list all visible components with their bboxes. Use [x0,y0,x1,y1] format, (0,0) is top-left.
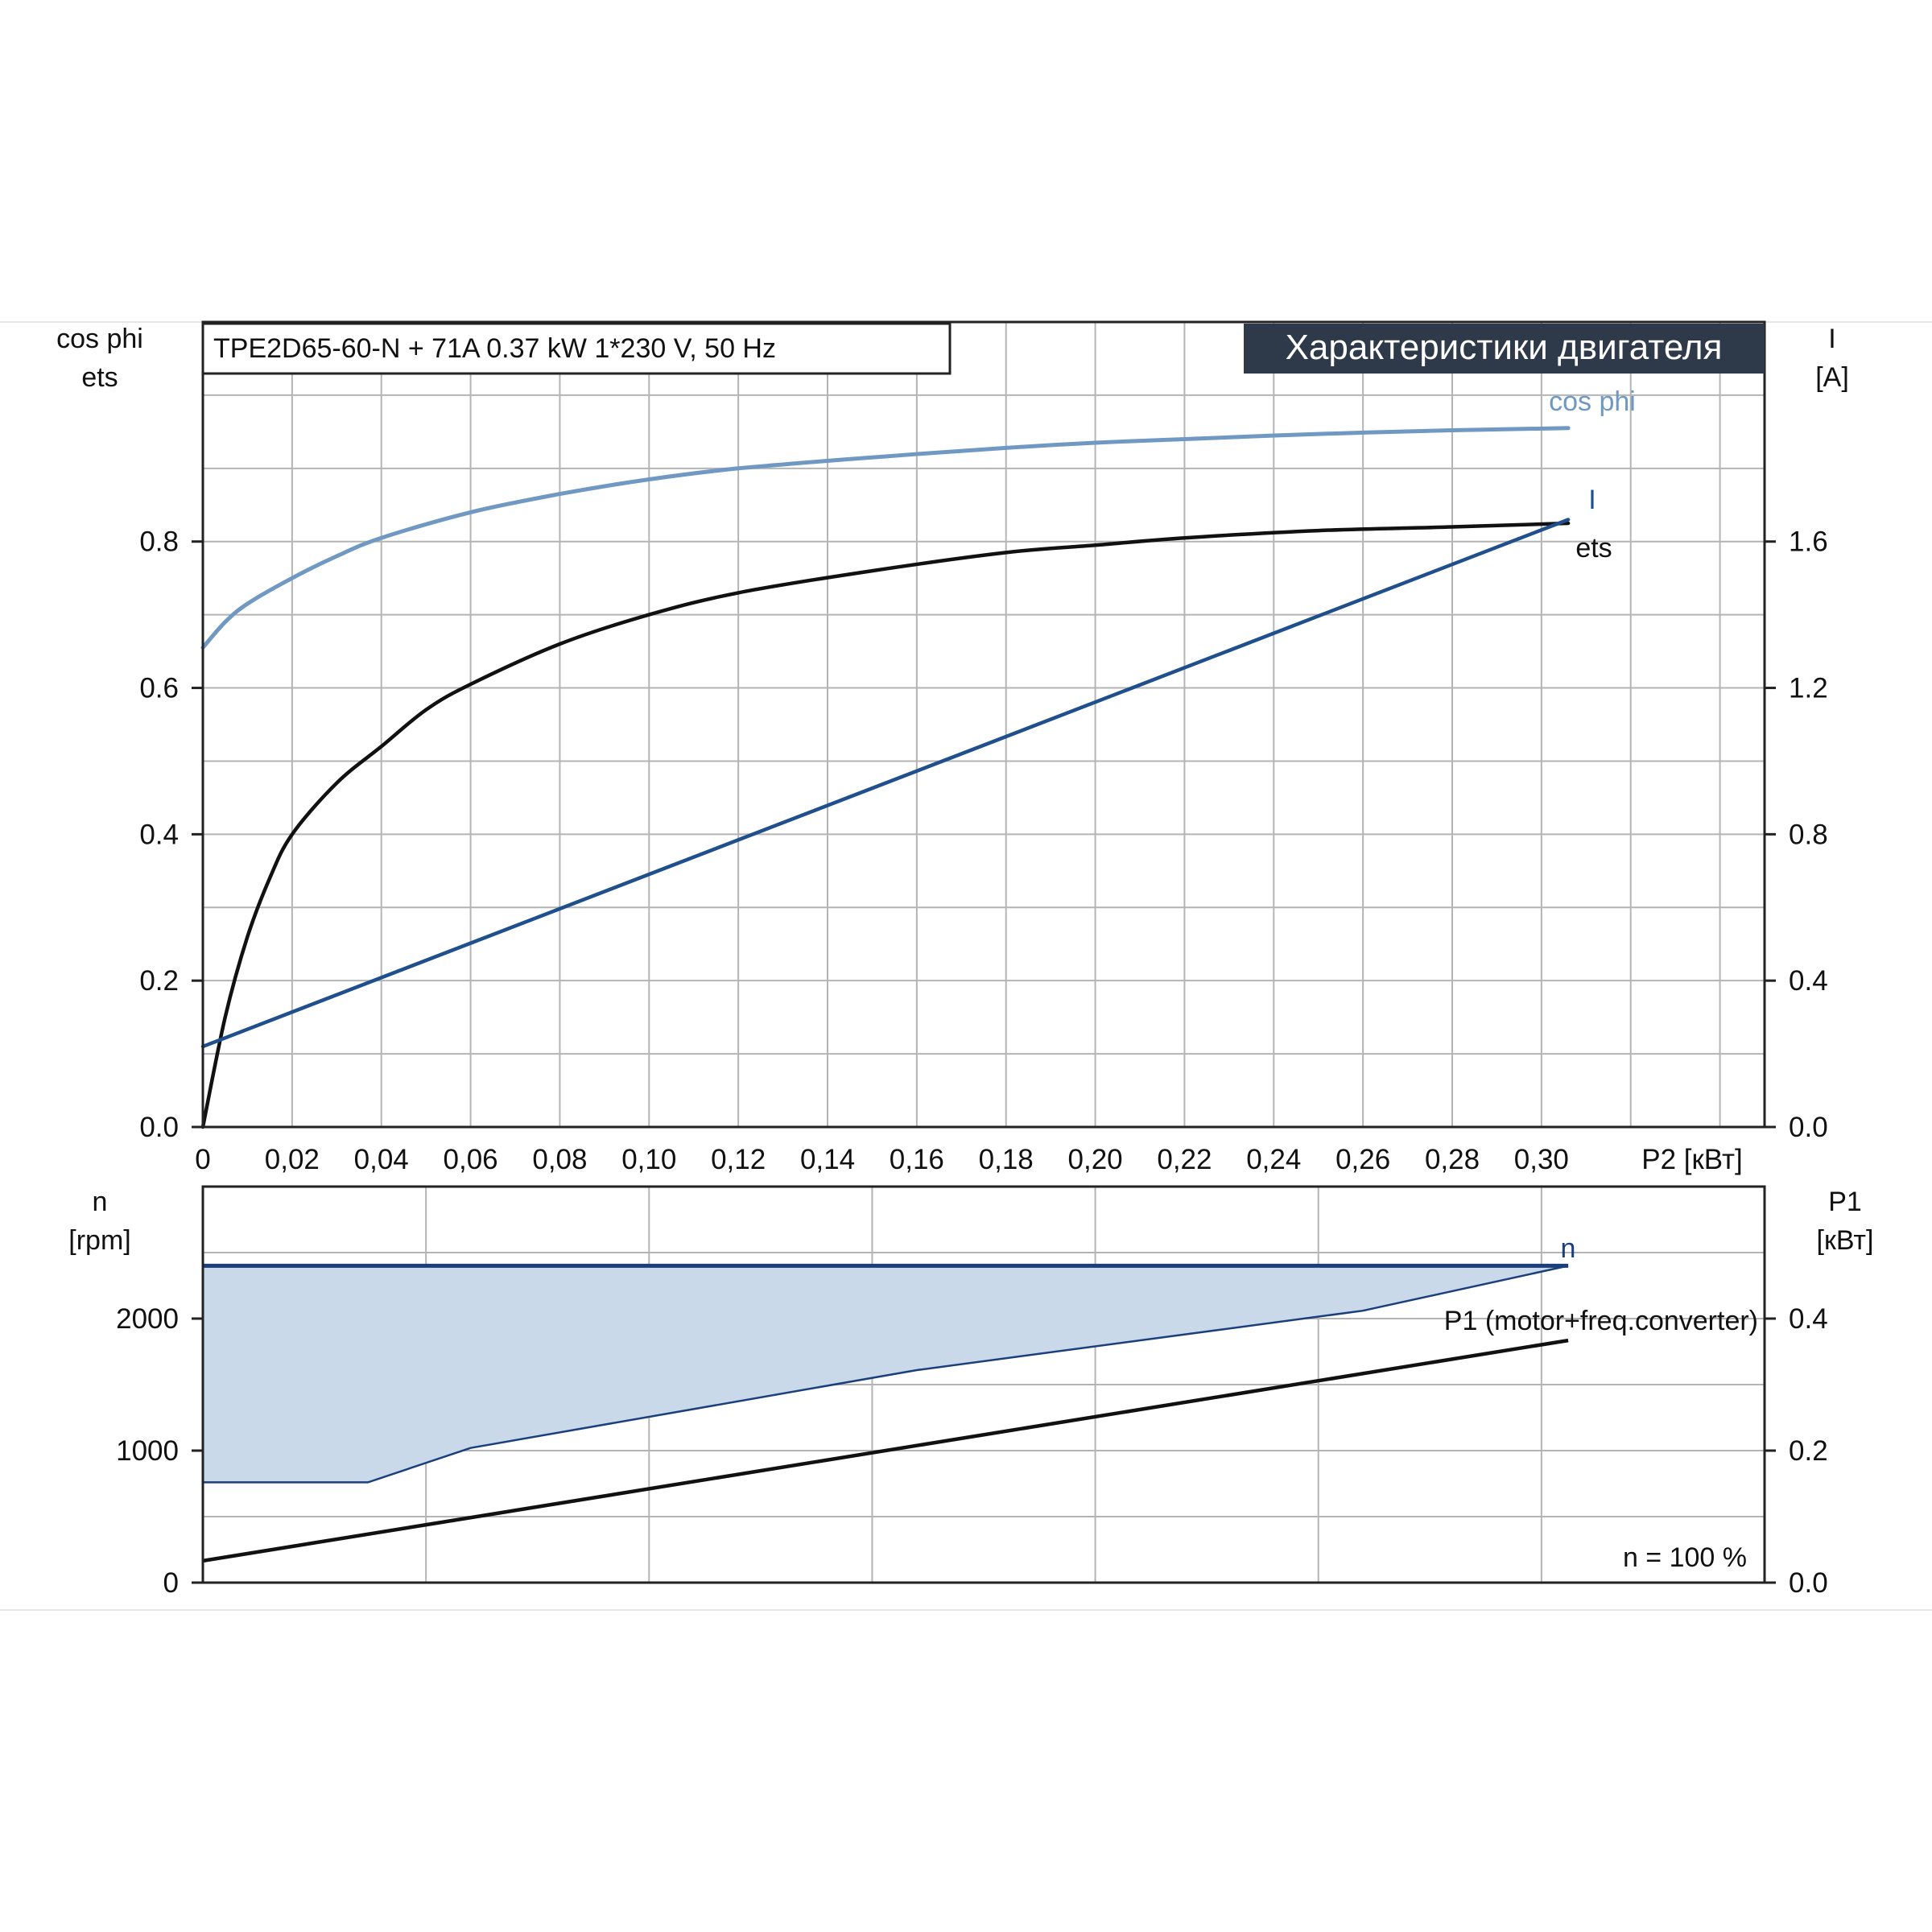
x-tick-label: 0,28 [1425,1144,1480,1175]
bottom-plot-frame [201,1185,1766,1584]
title-label: Характеристики двигателя [1286,328,1723,367]
left-tick-label: 0.6 [139,673,179,704]
x-tick-label: 0,02 [265,1144,320,1175]
series-labels: cos phi I ets n P1 (motor+freq.converter… [1444,386,1758,1336]
x-tick-label: 0,06 [444,1144,498,1175]
model-header: TPE2D65-60-N + 71A 0.37 kW 1*230 V, 50 H… [201,322,952,375]
x-tick-label: 0,04 [354,1144,409,1175]
model-label: TPE2D65-60-N + 71A 0.37 kW 1*230 V, 50 H… [213,333,776,364]
left-tick-label: 0.4 [139,819,179,850]
x-tick-label: 0,20 [1068,1144,1123,1175]
tick-labels: 0 0,02 0,04 0,06 0,08 0,10 0,12 0,14 0,16 0,18 0,2… [116,526,1828,1599]
speed-tick-label: 2000 [116,1303,179,1335]
bottom-plot [202,1263,1569,1563]
x-tick-label: 0,14 [800,1144,855,1175]
right-tick-label: 0.4 [1789,965,1828,997]
left-tick-label: 0.2 [139,965,179,997]
speed-tick-label: 1000 [116,1435,179,1467]
top-plot [200,426,1571,1129]
x-tick-label: 0,26 [1335,1144,1390,1175]
top-axis-labels: cos phi ets I [A] P2 [кВт] [56,324,1849,1175]
speed-axis-label: n [93,1187,108,1217]
model-box [201,322,952,375]
series-label-cosphi: cos phi [1549,386,1636,417]
right-tick-label: 0.0 [1789,1112,1828,1143]
left-tick-label: 0.0 [139,1112,179,1143]
x-tick-label: 0,16 [890,1144,944,1175]
power-input-line [202,1338,1569,1563]
chart-title: Характеристики двигателя [1244,324,1765,374]
x-tick-label: 0,12 [711,1144,766,1175]
left-axis-label-ets: ets [81,362,118,393]
x-tick-label: 0 [195,1144,210,1175]
left-tick-label: 0.8 [139,526,179,558]
x-axis-label: P2 [кВт] [1641,1144,1743,1175]
x-tick-label: 0,22 [1157,1144,1212,1175]
speed-tick-label: 0 [163,1567,179,1599]
top-grid [203,322,1765,1127]
top-plot-frame [201,320,1766,1129]
left-axis-label-cosphi: cos phi [56,324,143,354]
right-tick-label: 1.6 [1789,526,1828,558]
speed-axis-unit: [rpm] [68,1225,130,1256]
x-tick-label: 0,24 [1246,1144,1301,1175]
right-axis-label-unit: [A] [1815,362,1849,393]
series-label-n: n [1561,1233,1576,1264]
series-cosphi-line [200,426,1571,650]
x-tick-label: 0,18 [979,1144,1034,1175]
right-axis-label-i: I [1828,324,1835,354]
series-label-p1: P1 (motor+freq.converter) [1444,1306,1758,1336]
power-tick-label: 0.0 [1789,1567,1828,1599]
bottom-axis-labels: n [rpm] P1 [кВт] n = 100 % [68,1187,1873,1573]
speed-range-band [203,1265,1569,1483]
speed-annotation: n = 100 % [1623,1542,1747,1573]
x-tick-label: 0,10 [621,1144,676,1175]
right-tick-label: 1.2 [1789,673,1828,704]
power-axis-label: P1 [1828,1187,1862,1217]
right-tick-label: 0.8 [1789,819,1828,850]
power-tick-label: 0.2 [1789,1435,1828,1467]
series-ets-line [200,521,1571,1129]
x-tick-label: 0,30 [1514,1144,1569,1175]
series-current-line [200,518,1571,1049]
series-label-ets: ets [1575,533,1612,564]
x-tick-label: 0,08 [532,1144,587,1175]
speed-min-line [203,1265,1569,1484]
title-box [1244,324,1765,374]
power-tick-label: 0.4 [1789,1303,1828,1335]
series-label-i: I [1588,485,1596,515]
power-axis-unit: [кВт] [1817,1225,1874,1256]
